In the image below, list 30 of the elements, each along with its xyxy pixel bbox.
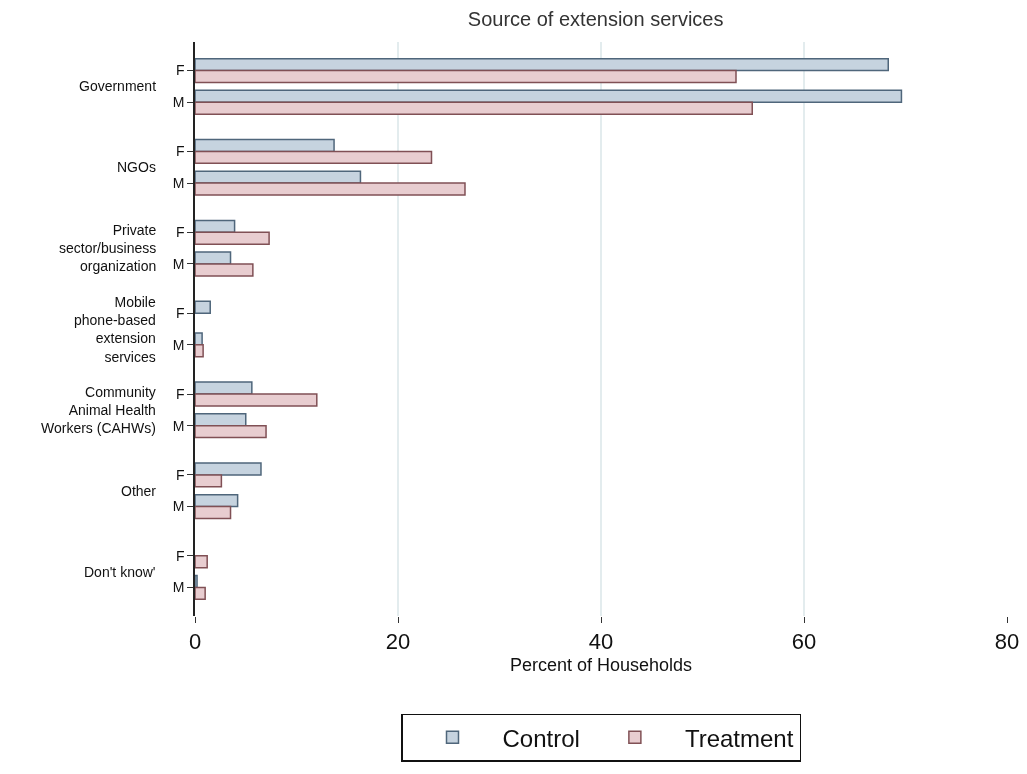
- y-tick-label: F: [175, 224, 185, 241]
- text: Government: [79, 78, 157, 94]
- text: Other: [121, 483, 157, 499]
- x-axis-title: Percent of Households: [509, 654, 693, 675]
- y-tick-label: F: [175, 466, 185, 483]
- x-tick-label: 60: [791, 629, 817, 655]
- y-tick-label: M: [172, 255, 185, 272]
- x-tick-label: 0: [188, 629, 202, 655]
- y-tick-label: M: [172, 579, 185, 596]
- text: Private sector/business organization: [59, 222, 157, 275]
- text: NGOs: [117, 159, 156, 175]
- x-tick-label: 80: [994, 629, 1020, 655]
- y-tick-label: F: [175, 143, 185, 160]
- text: Community Animal Health Workers (CAHWs): [41, 384, 156, 437]
- y-tick-label: F: [175, 62, 185, 79]
- legend-label: Treatment: [684, 724, 794, 752]
- chart-title: Source of extension services: [467, 7, 724, 30]
- x-tick-label: 20: [385, 629, 411, 655]
- y-tick-label: M: [172, 175, 185, 192]
- y-tick-label: F: [175, 305, 185, 322]
- text: Mobile phone-based extension services: [74, 294, 156, 365]
- y-tick-label: F: [175, 547, 185, 564]
- legend-label: Control: [502, 724, 580, 752]
- x-tick-label: 40: [588, 629, 614, 655]
- y-tick-label: M: [172, 94, 185, 111]
- y-tick-label: F: [175, 385, 185, 402]
- y-tick-label: M: [172, 417, 185, 434]
- y-tick-label: M: [172, 336, 185, 353]
- y-tick-label: M: [172, 498, 185, 515]
- text: Don't know': [84, 564, 156, 580]
